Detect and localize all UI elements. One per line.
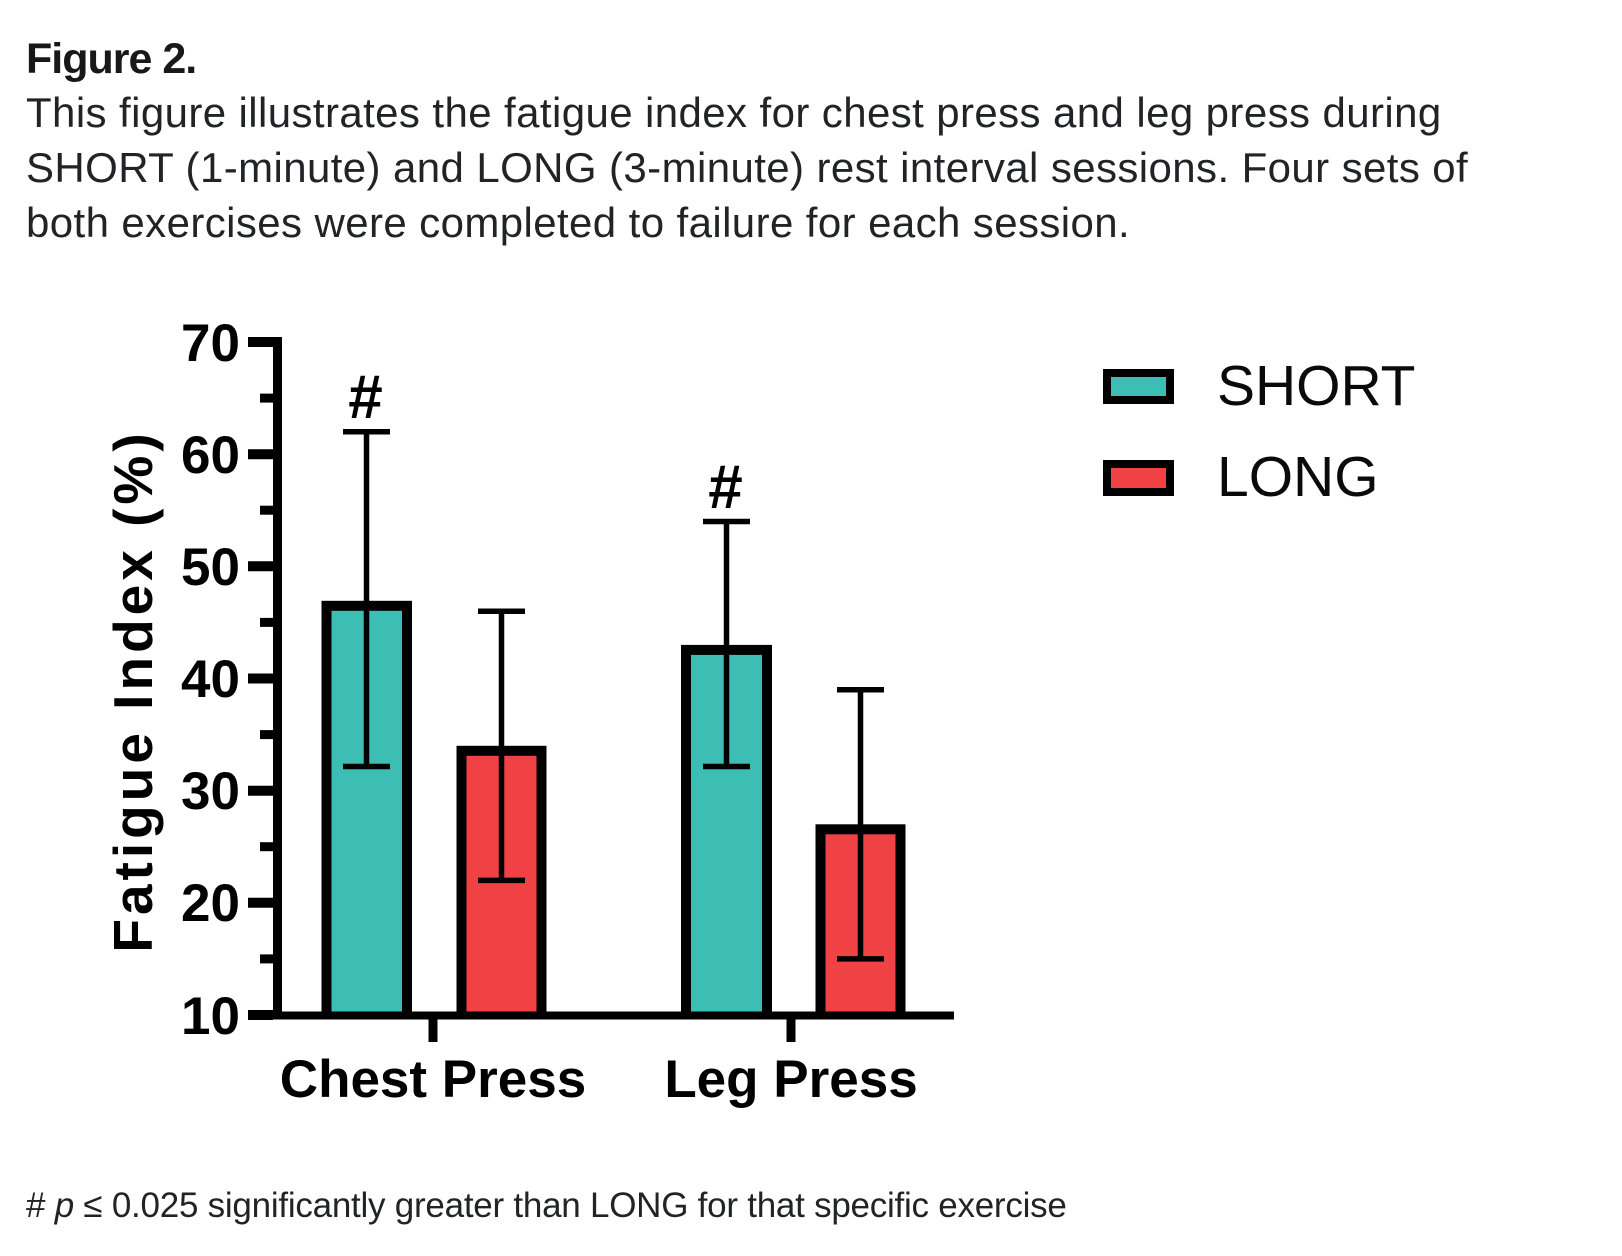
svg-text:Fatigue Index (%): Fatigue Index (%) [102, 429, 164, 952]
svg-text:30: 30 [181, 762, 240, 821]
svg-text:Chest Press: Chest Press [280, 1050, 586, 1109]
svg-text:60: 60 [181, 426, 240, 485]
svg-text:40: 40 [181, 650, 240, 709]
svg-text:20: 20 [181, 874, 240, 933]
svg-text:LONG: LONG [1217, 445, 1379, 509]
svg-text:50: 50 [181, 538, 240, 597]
svg-text:Leg Press: Leg Press [664, 1050, 917, 1109]
svg-text:SHORT: SHORT [1217, 354, 1415, 418]
svg-text:#: # [348, 363, 382, 432]
svg-text:70: 70 [181, 314, 240, 373]
svg-text:#: # [708, 453, 742, 522]
svg-text:10: 10 [181, 987, 240, 1046]
